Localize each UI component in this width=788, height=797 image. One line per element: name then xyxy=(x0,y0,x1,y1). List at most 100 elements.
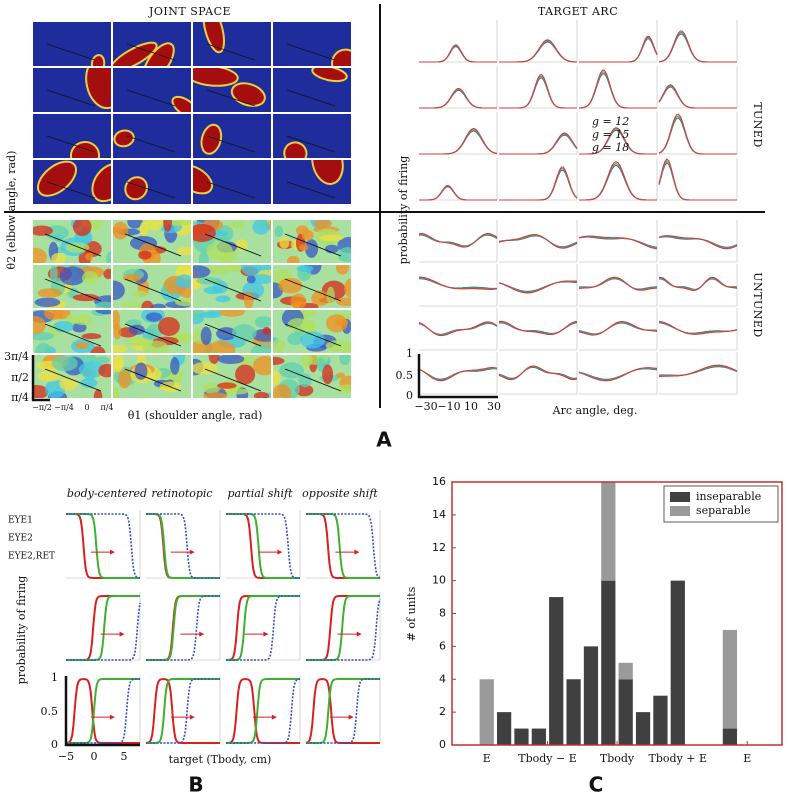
noise-blob xyxy=(254,316,271,329)
response-curve xyxy=(226,678,301,744)
noise-blob xyxy=(336,297,351,307)
b-xlabel: target (Tbody, cm) xyxy=(169,753,272,766)
trajectory xyxy=(286,135,336,153)
tuning-curve xyxy=(658,85,737,109)
blobs xyxy=(202,22,225,54)
noise-blob xyxy=(307,320,317,335)
bar xyxy=(722,629,738,729)
noise-blob xyxy=(212,280,228,294)
noise-blob xyxy=(81,271,99,285)
tuning-curve xyxy=(579,37,658,63)
noise-blob xyxy=(319,234,344,241)
response-curve xyxy=(306,598,381,661)
legend-swatch xyxy=(670,492,690,502)
response-curve xyxy=(66,513,140,579)
tuning-curve xyxy=(499,133,578,155)
bar xyxy=(722,728,738,745)
tuning-curve xyxy=(419,88,497,109)
trajectory xyxy=(204,278,262,302)
arrow-head xyxy=(263,631,269,637)
y-tick-label: 1 xyxy=(406,347,413,360)
axis xyxy=(31,355,50,402)
arrow-head xyxy=(189,714,195,720)
legend-swatch xyxy=(670,506,690,516)
noise-blob xyxy=(94,356,110,364)
bar xyxy=(583,646,599,745)
tuning-curve xyxy=(418,276,498,290)
blobs xyxy=(193,164,214,195)
noise-blob xyxy=(193,265,211,279)
tuning-curve xyxy=(419,130,498,155)
noise-blob xyxy=(287,318,309,332)
tuning-curve xyxy=(418,322,498,335)
blobs xyxy=(171,95,191,112)
tuning-curve xyxy=(498,366,578,379)
noise-blob xyxy=(199,311,223,319)
trajectory xyxy=(124,233,182,257)
noise-blob xyxy=(225,388,249,395)
response-curve xyxy=(146,595,220,661)
noise-blob xyxy=(33,384,49,398)
noise-blob xyxy=(335,265,349,275)
blob xyxy=(69,140,101,158)
trajectory xyxy=(206,135,256,153)
arrow-head xyxy=(109,714,115,720)
arc-title: TARGET ARC xyxy=(538,5,618,18)
column-title: partial shift xyxy=(227,487,293,500)
response-curve xyxy=(226,595,300,661)
noise-blob xyxy=(227,221,247,229)
noise-blob xyxy=(301,229,314,241)
noise-blob xyxy=(300,331,326,349)
noise-blob xyxy=(95,301,111,308)
tuning-curve xyxy=(418,233,498,248)
blobs xyxy=(311,160,344,185)
noise-blob xyxy=(298,373,312,388)
column-title: retinotopic xyxy=(151,487,212,500)
tuning-curve xyxy=(498,234,578,249)
response-curve xyxy=(306,513,380,579)
legend-label: inseparable xyxy=(696,490,761,503)
blobs xyxy=(36,160,111,203)
joint-title: JOINT SPACE xyxy=(148,5,231,18)
noise-blob xyxy=(278,277,303,294)
x-tick-label: −5 xyxy=(58,750,74,763)
tuning-curve xyxy=(418,321,498,337)
noise-blob xyxy=(33,247,47,263)
noise-blob xyxy=(80,377,98,388)
noise-blob xyxy=(118,369,132,389)
noise-blob xyxy=(134,362,148,380)
b-ylabel: probability of firing xyxy=(15,576,28,685)
y-tick-label: 0.5 xyxy=(41,705,59,718)
noise-blob xyxy=(53,320,74,333)
tuning-curve xyxy=(578,236,658,249)
noise-blob xyxy=(273,370,281,386)
noise-blob xyxy=(262,327,271,336)
x-tick-label: 10 xyxy=(464,400,478,413)
noise xyxy=(33,355,111,398)
response-curve xyxy=(226,595,300,661)
noise xyxy=(33,220,111,263)
legend-label: EYE2,RET xyxy=(8,552,55,562)
tuned-label: TUNED xyxy=(751,102,764,148)
blobs xyxy=(200,123,223,155)
blob xyxy=(193,164,214,195)
noise-blob xyxy=(208,355,220,365)
trajectory xyxy=(46,89,96,107)
noise-blob xyxy=(51,253,67,263)
trajectory xyxy=(124,368,182,392)
tuning-curve xyxy=(658,84,737,109)
tuning-curve xyxy=(578,235,658,250)
x-tick-label: −30 xyxy=(414,400,437,413)
blobs xyxy=(193,68,266,107)
blobs xyxy=(113,129,135,148)
plot-frame xyxy=(451,481,783,746)
x-tick-label: Tbody xyxy=(600,752,635,765)
blob xyxy=(230,82,266,107)
noise-blob xyxy=(113,280,125,301)
tuning-curve xyxy=(578,73,657,109)
blob xyxy=(171,95,191,112)
noise-blob xyxy=(49,265,58,282)
noise-blob xyxy=(81,333,102,340)
noise-blob xyxy=(241,265,262,276)
noise-blob xyxy=(93,389,103,398)
